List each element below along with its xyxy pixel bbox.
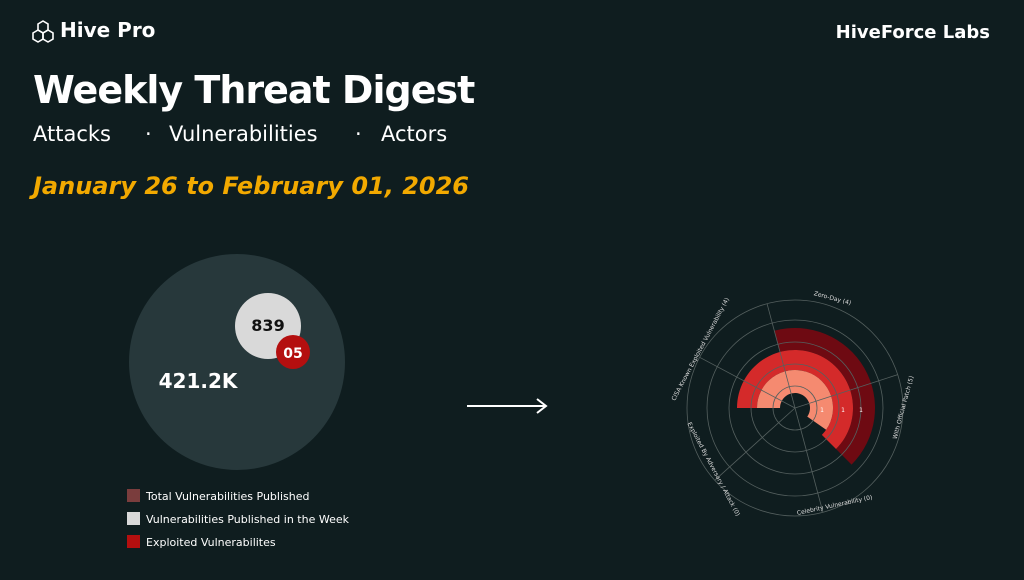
logo-icon	[32, 20, 54, 43]
date-range: January 26 to February 01, 2026	[29, 172, 469, 200]
total-bubble	[129, 254, 345, 470]
logo-text: Hive Pro	[60, 18, 155, 42]
arrow	[467, 398, 548, 414]
grid-ring	[686, 299, 904, 517]
segment-label: 1	[820, 407, 824, 414]
grid-ring	[750, 363, 840, 453]
legend-swatch	[127, 535, 140, 548]
segment-label: 1	[859, 407, 863, 414]
exploited-value: 05	[283, 346, 302, 362]
spoke	[714, 407, 796, 481]
week-value: 839	[251, 316, 284, 335]
spoke	[794, 374, 898, 409]
spoke	[699, 356, 796, 409]
topic: Attacks	[33, 122, 111, 146]
legend-label: Vulnerabilities Published in the Week	[146, 513, 350, 526]
exploited-bubble	[276, 335, 310, 369]
topic: Actors	[381, 122, 447, 146]
brand: HiveForce Labs	[836, 22, 990, 43]
spoke	[794, 407, 824, 513]
total-value: 421.2K	[159, 369, 239, 393]
legend-swatch	[127, 512, 140, 525]
grid-ring	[728, 341, 862, 475]
legend-label: Total Vulnerabilities Published	[145, 490, 309, 503]
separator: ·	[355, 122, 362, 146]
segment-label: 1	[841, 407, 845, 414]
grid-ring	[772, 385, 818, 431]
segment	[774, 328, 875, 465]
grid-ring	[706, 319, 884, 497]
title: Weekly Threat Digest	[33, 68, 475, 112]
legend-label: Exploited Vulnerabilites	[146, 536, 276, 549]
topic: Vulnerabilities	[169, 122, 318, 146]
separator: ·	[145, 122, 152, 146]
legend-swatch	[127, 489, 140, 502]
spoke	[766, 303, 796, 409]
segment	[757, 370, 833, 430]
